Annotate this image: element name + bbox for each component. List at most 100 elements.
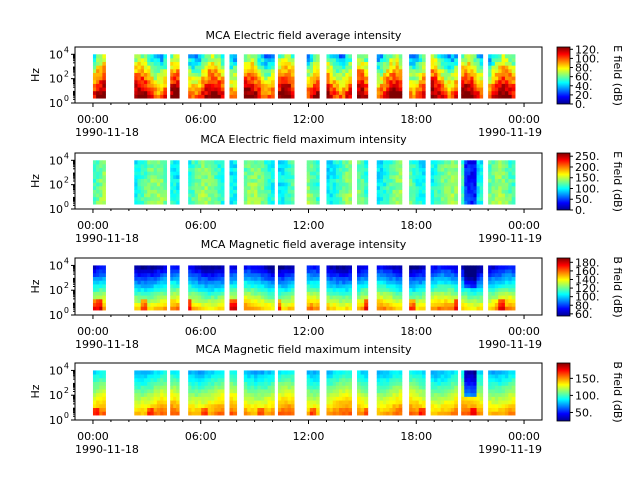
heatmap-cell	[386, 302, 390, 307]
heatmap-cell	[211, 196, 215, 201]
heatmap-cell	[418, 178, 423, 183]
heatmap-cell	[267, 167, 272, 172]
heatmap-cell	[257, 407, 262, 412]
heatmap-cell	[422, 385, 426, 390]
heatmap-cell	[243, 61, 248, 66]
heatmap-cell	[383, 83, 387, 88]
heatmap-cell	[473, 189, 477, 194]
heatmap-cell	[434, 160, 438, 165]
heatmap-cell	[467, 298, 471, 304]
heatmap-cell	[150, 160, 155, 165]
heatmap-cell	[376, 61, 381, 66]
heatmap-cell	[511, 374, 516, 379]
heatmap-cell	[418, 411, 423, 416]
heatmap-cell	[398, 54, 403, 59]
heatmap-cell	[150, 200, 155, 205]
chart-title: MCA Electric field average intensity	[206, 29, 402, 42]
heatmap-cell	[479, 90, 484, 95]
heatmap-cell	[508, 79, 513, 84]
heatmap-cell	[220, 171, 225, 176]
heatmap-cell	[156, 302, 161, 307]
heatmap-cell	[398, 163, 403, 169]
heatmap-cell	[392, 76, 397, 81]
heatmap-cell	[281, 196, 285, 201]
heatmap-cell	[437, 94, 442, 99]
heatmap-cell	[260, 193, 265, 198]
heatmap-cell	[395, 57, 400, 63]
heatmap-cell	[467, 306, 471, 311]
heatmap-cell	[389, 411, 393, 416]
heatmap-cell	[214, 291, 218, 296]
heatmap-cell	[247, 79, 252, 84]
heatmap-cell	[250, 57, 255, 63]
heatmap-cell	[214, 72, 218, 77]
heatmap-cell	[267, 276, 272, 281]
heatmap-cell	[342, 87, 346, 92]
heatmap-cell	[422, 381, 426, 386]
heatmap-cell	[173, 163, 177, 169]
heatmap-cell	[260, 160, 265, 165]
heatmap-cell	[398, 276, 403, 281]
heatmap-cell	[96, 265, 100, 270]
heatmap-cell	[357, 269, 361, 274]
heatmap-cell	[163, 182, 167, 187]
heatmap-cell	[437, 83, 442, 88]
heatmap-cell	[191, 265, 196, 270]
heatmap-cell	[220, 403, 225, 409]
heatmap-cell	[386, 163, 390, 169]
heatmap-cell	[476, 189, 481, 194]
heatmap-cell	[491, 385, 496, 390]
heatmap-cell	[173, 189, 177, 194]
heatmap-cell	[214, 68, 218, 73]
heatmap-cell	[277, 185, 282, 190]
heatmap-cell	[447, 400, 452, 405]
heatmap-cell	[229, 65, 234, 70]
heatmap-cell	[204, 284, 209, 289]
heatmap-cell	[364, 389, 369, 394]
heatmap-cell	[332, 269, 337, 274]
heatmap-cell	[360, 178, 365, 183]
heatmap-cell	[188, 174, 192, 179]
heatmap-cell	[422, 160, 426, 165]
y-tick-exponent: 2	[64, 70, 69, 79]
heatmap-cell	[398, 374, 403, 379]
y-tick-exponent: 0	[64, 411, 69, 420]
heatmap-cell	[153, 57, 158, 63]
heatmap-cell	[430, 295, 435, 300]
heatmap-cell	[211, 90, 215, 95]
heatmap-cell	[211, 407, 215, 412]
heatmap-cell	[383, 298, 387, 304]
heatmap-cell	[197, 302, 202, 307]
heatmap-cell	[326, 295, 330, 300]
heatmap-cell	[470, 200, 474, 205]
heatmap-cell	[277, 61, 282, 66]
heatmap-cell	[454, 389, 458, 394]
heatmap-cell	[207, 385, 212, 390]
heatmap-cell	[508, 163, 513, 169]
heatmap-cell	[312, 79, 317, 84]
heatmap-cell	[143, 189, 148, 194]
heatmap-cell	[173, 65, 177, 70]
heatmap-cell	[389, 295, 393, 300]
heatmap-cell	[99, 57, 103, 63]
heatmap-cell	[329, 298, 334, 304]
heatmap-cell	[386, 407, 390, 412]
heatmap-cell	[137, 403, 142, 409]
heatmap-cell	[498, 189, 502, 194]
heatmap-cell	[430, 65, 435, 70]
heatmap-cell	[207, 185, 212, 190]
heatmap-cell	[147, 61, 151, 66]
heatmap-cell	[447, 196, 452, 201]
heatmap-cell	[287, 54, 292, 59]
heatmap-cell	[447, 68, 452, 73]
heatmap-cell	[501, 403, 506, 409]
heatmap-cell	[326, 272, 330, 277]
heatmap-cell	[450, 377, 455, 382]
heatmap-cell	[207, 72, 212, 77]
heatmap-cell	[454, 272, 458, 277]
heatmap-cell	[191, 61, 196, 66]
heatmap-cell	[494, 171, 499, 176]
heatmap-cell	[102, 407, 106, 412]
heatmap-cell	[211, 381, 215, 386]
heatmap-cell	[488, 265, 492, 270]
